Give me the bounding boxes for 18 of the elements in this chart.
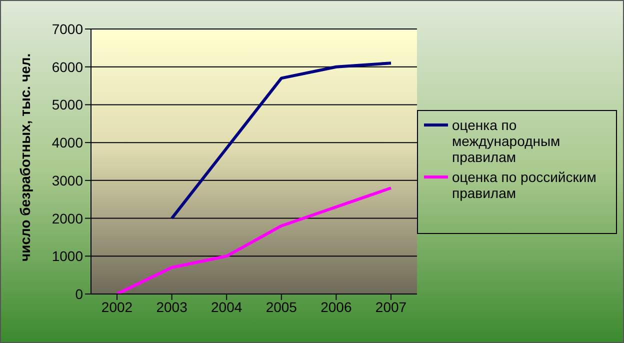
legend-label: оценка по российским правилам	[452, 168, 598, 200]
x-tick-label: 2005	[266, 298, 298, 315]
x-tick-label: 2006	[320, 298, 352, 315]
x-tick-label: 2003	[156, 298, 188, 315]
line-series	[116, 186, 392, 294]
y-tick-label: 2000	[52, 210, 84, 226]
line-series	[170, 62, 392, 220]
y-tick-label: 5000	[52, 96, 84, 113]
y-tick-label: 4000	[52, 134, 84, 151]
x-tick-label: 2002	[101, 298, 133, 315]
y-tick-label: 0	[75, 286, 84, 302]
x-tick-label: 2007	[375, 298, 407, 315]
y-tick-label: 6000	[52, 58, 84, 75]
y-tick-label: 7000	[52, 20, 84, 37]
x-tick-label: 2004	[211, 298, 242, 315]
y-tick-label: 3000	[52, 172, 84, 188]
y-axis-title: число безработных, тыс. чел.	[16, 53, 33, 262]
y-tick-label: 1000	[52, 248, 84, 264]
